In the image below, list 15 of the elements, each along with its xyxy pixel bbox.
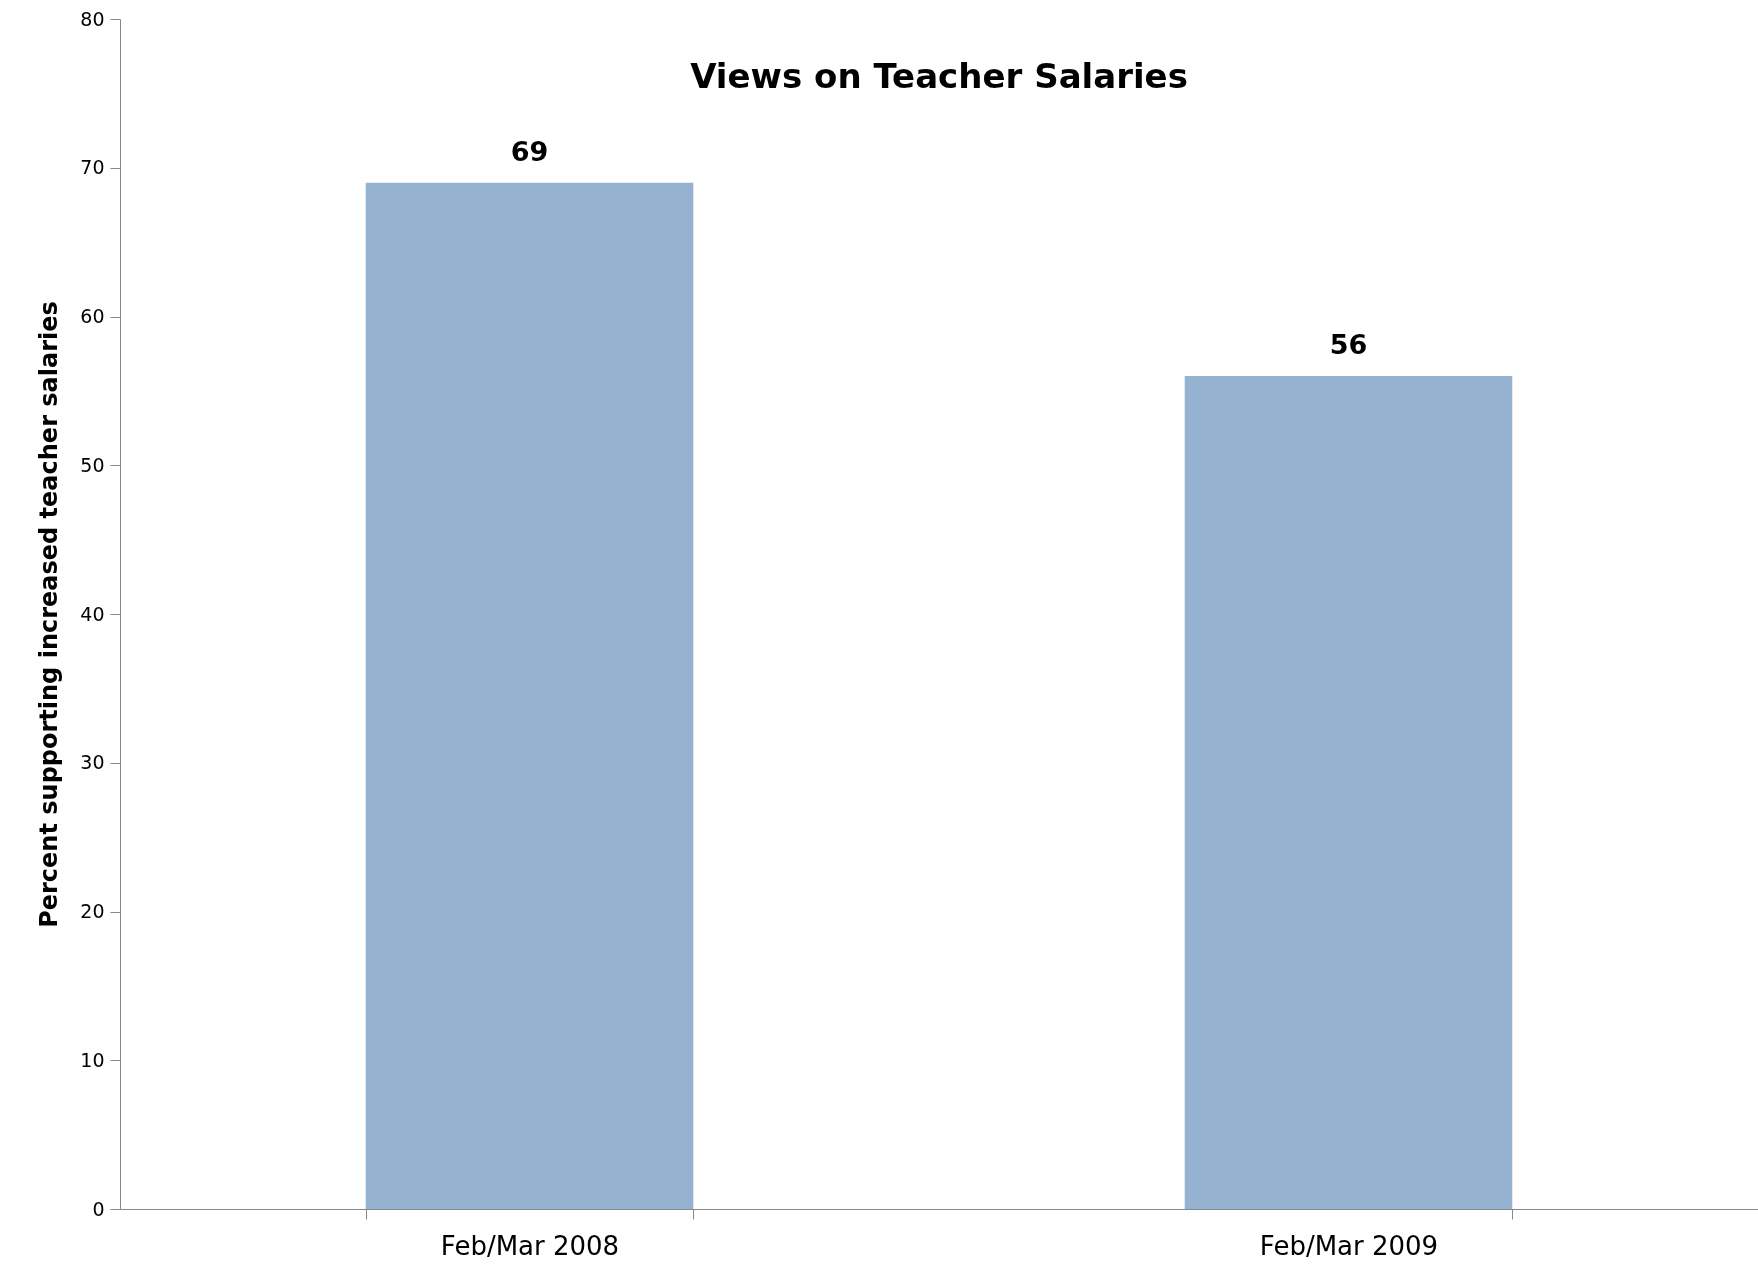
x-tick-label: Feb/Mar 2009 [1259,1230,1439,1261]
data-label: 69 [510,135,549,167]
y-tick-label: 20 [80,900,105,922]
x-tick-label: Feb/Mar 2008 [440,1230,620,1261]
text: Views on Teacher Salaries [690,56,1188,96]
data-label: 56 [1329,329,1368,360]
y-tick-label: 60 [80,305,105,327]
y-tick-label: 40 [80,602,105,625]
y-tick-label: 70 [80,156,105,179]
y-tick-label: 10 [80,1048,105,1071]
y-tick-label: 0 [92,1197,105,1220]
y-tick-label: 30 [80,751,105,774]
y-axis-title: Percent supporting increased teacher salaries [35,301,64,928]
y-tick-label: 50 [80,453,105,476]
y-tick-label: 80 [80,7,105,30]
